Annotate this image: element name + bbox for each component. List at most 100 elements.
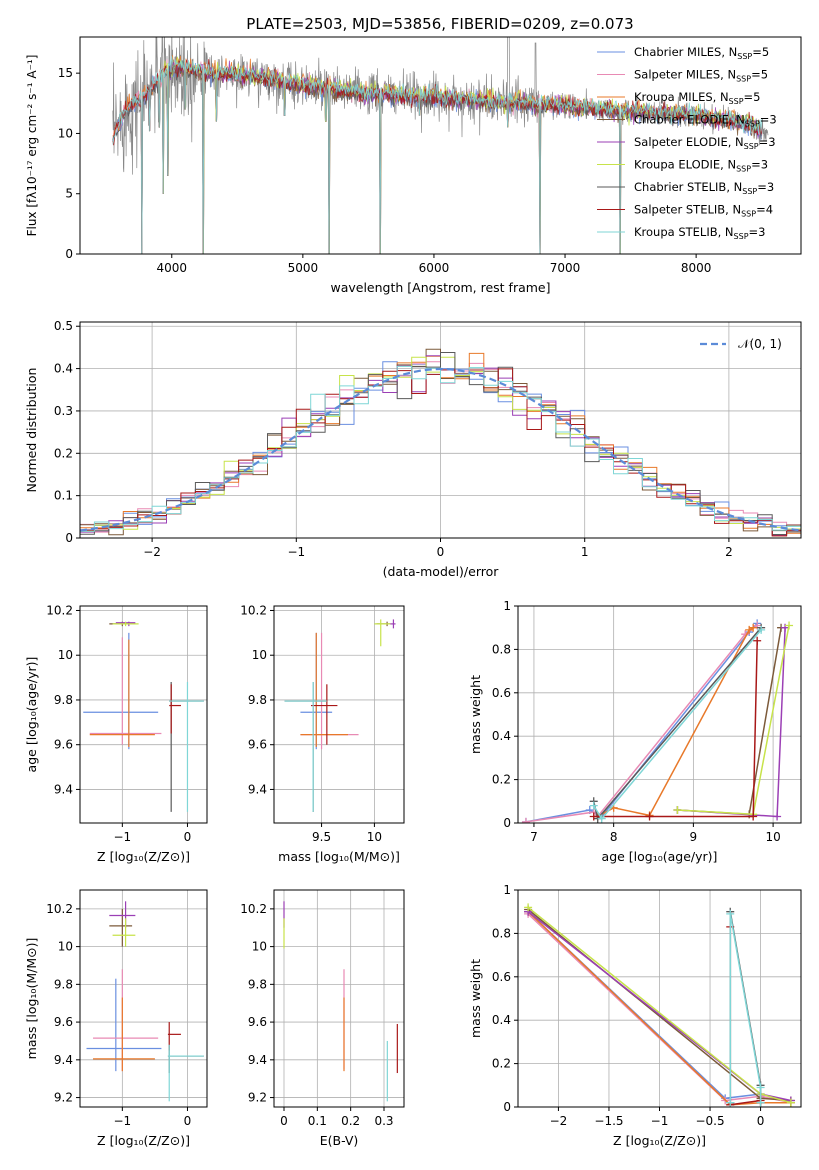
legend-label-tail: =3 bbox=[759, 135, 776, 149]
x-tick-label: −2 bbox=[550, 1114, 568, 1128]
legend-label-main: Kroupa MILES, N bbox=[634, 90, 729, 104]
y-tick-label: 9.4 bbox=[54, 1053, 73, 1067]
y-tick-label: 15 bbox=[58, 66, 73, 80]
y-tick-label: 0 bbox=[65, 247, 73, 261]
legend-label-tail: =5 bbox=[752, 45, 769, 59]
legend-label-tail: =3 bbox=[751, 158, 768, 172]
x-tick-label: 10 bbox=[765, 830, 780, 844]
x-tick-label: 1 bbox=[581, 545, 589, 559]
y-tick-label: 0.4 bbox=[492, 1013, 511, 1027]
x-tick-label: 7 bbox=[530, 830, 538, 844]
legend-label-main: Kroupa STELIB, N bbox=[634, 225, 734, 239]
legend-label-salpeter_stelib: Salpeter STELIB, NSSP=4 bbox=[634, 203, 773, 219]
panel-mass_vs_ebv: 0 0.1 0.2 0.3 9.2 9.4 9.6 9.8 10 10.2 E(B-V) bbox=[240, 889, 405, 1148]
x-tick-label: 0.1 bbox=[308, 1114, 327, 1128]
y-tick-label: 10 bbox=[58, 126, 73, 140]
normal-curve bbox=[80, 367, 801, 532]
y-tick-label: 0 bbox=[503, 1100, 511, 1114]
x-tick-label: 0 bbox=[184, 1114, 192, 1128]
y-tick-label: 9.2 bbox=[54, 1091, 73, 1105]
x-axis-label: wavelength [Angstrom, rest frame] bbox=[330, 280, 550, 295]
axes-frame bbox=[79, 889, 208, 1108]
weight-marker-kroupa_miles bbox=[749, 623, 758, 632]
plot-area-residuals bbox=[80, 348, 801, 537]
legend-label-chabrier_elodie: Chabrier ELODIE, NSSP=3 bbox=[634, 113, 777, 129]
x-tick-label: 0 bbox=[437, 545, 445, 559]
y-axis-label: Normed distribution bbox=[24, 368, 39, 493]
x-tick-label: 9.5 bbox=[312, 830, 331, 844]
weight-marker-kroupa_stelib bbox=[756, 1083, 765, 1092]
legend-label-main: Salpeter MILES, N bbox=[634, 68, 736, 82]
panel-mass_vs_z: −1 0 9.2 9.4 9.6 9.8 10 10.2 Z [log₁₀(Z/Z⊙)] mass… bbox=[24, 889, 208, 1148]
plot-area-mass_vs_z bbox=[86, 901, 204, 1102]
x-tick-label: 0 bbox=[757, 1114, 765, 1128]
x-tick-label: 9 bbox=[690, 830, 698, 844]
legend-label-kroupa_elodie: Kroupa ELODIE, NSSP=3 bbox=[634, 158, 768, 174]
weight-marker-kroupa_elodie bbox=[785, 621, 794, 630]
y-tick-label: 9.6 bbox=[248, 738, 267, 752]
weight-marker-kroupa_stelib bbox=[756, 1098, 765, 1107]
legend-label-sub: SSP bbox=[745, 120, 760, 129]
x-tick-label: 8000 bbox=[681, 261, 712, 275]
panel-age_vs_z: −1 0 9.4 9.6 9.8 10 10.2 Z [log₁₀(Z/Z⊙)] age [lo… bbox=[24, 603, 208, 864]
y-tick-label: 0 bbox=[65, 531, 73, 545]
y-tick-label: 9.6 bbox=[54, 738, 73, 752]
legend-label-main: Salpeter STELIB, N bbox=[634, 203, 741, 217]
weight-marker-salpeter_stelib bbox=[749, 812, 758, 821]
legend-label-main: Salpeter ELODIE, N bbox=[634, 135, 744, 149]
weight-line-salpeter_stelib bbox=[593, 640, 758, 818]
x-tick-label: −2 bbox=[143, 545, 161, 559]
legend-label-tail: =5 bbox=[744, 90, 761, 104]
y-tick-label: 5 bbox=[65, 187, 73, 201]
histogram-chabrier_stelib bbox=[80, 352, 801, 535]
weight-marker-kroupa_stelib bbox=[597, 814, 606, 823]
y-tick-label: 10 bbox=[58, 940, 73, 954]
y-axis-label: mass [log₁₀(M/M⊙)] bbox=[24, 938, 39, 1060]
legend: 𝒩(0, 1) bbox=[700, 337, 782, 351]
y-tick-label: 9.4 bbox=[248, 782, 267, 796]
plot-area-age_vs_mass bbox=[284, 619, 396, 812]
y-tick-label: 10.2 bbox=[240, 902, 267, 916]
x-tick-label: 6000 bbox=[419, 261, 450, 275]
legend-label-main: Chabrier ELODIE, N bbox=[634, 113, 745, 127]
y-tick-label: 10.2 bbox=[46, 902, 73, 916]
x-tick-label: −1 bbox=[113, 1114, 131, 1128]
x-tick-label: 0 bbox=[184, 830, 192, 844]
histogram-kroupa_stelib bbox=[80, 365, 801, 532]
y-tick-label: 0.8 bbox=[492, 642, 511, 656]
legend-label-kroupa_miles: Kroupa MILES, NSSP=5 bbox=[634, 90, 760, 106]
y-tick-label: 10 bbox=[252, 648, 267, 662]
y-tick-label: 9.4 bbox=[54, 782, 73, 796]
y-tick-label: 1 bbox=[503, 599, 511, 613]
legend-label-main: Kroupa ELODIE, N bbox=[634, 158, 736, 172]
axes-frame bbox=[79, 36, 802, 255]
legend-label-sub: SSP bbox=[744, 142, 759, 151]
panel-residuals: −2 −1 0 1 2 0 0.1 0.2 0.3 0.4 0.5 (data-model)/erro… bbox=[24, 319, 802, 579]
weight-marker-salpeter_miles bbox=[521, 817, 530, 823]
legend-label-main: Chabrier STELIB, N bbox=[634, 180, 742, 194]
model-spectrum-kroupa_stelib bbox=[112, 56, 763, 254]
plot-area-weight_vs_z bbox=[524, 903, 795, 1107]
weight-marker-kroupa_stelib bbox=[726, 909, 735, 918]
x-axis-label: (data-model)/error bbox=[383, 564, 500, 579]
x-tick-label: 0.3 bbox=[374, 1114, 393, 1128]
weight-marker-kroupa_stelib bbox=[589, 801, 598, 810]
y-tick-label: 0.5 bbox=[54, 319, 73, 333]
y-tick-label: 0.6 bbox=[492, 970, 511, 984]
legend-label-sub: SSP bbox=[734, 232, 749, 241]
legend-label-salpeter_miles: Salpeter MILES, NSSP=5 bbox=[634, 68, 768, 84]
panel-age_vs_mass: 9.5 10 9.4 9.6 9.8 10 10.2 mass [log₁₀(M/M⊙)] bbox=[240, 603, 405, 864]
plot-area-mass_vs_ebv bbox=[283, 901, 398, 1102]
legend-label-tail: =3 bbox=[749, 225, 766, 239]
x-axis-label: Z [log₁₀(Z/Z⊙)] bbox=[613, 1133, 706, 1148]
axes-frame bbox=[273, 889, 405, 1108]
legend-label-sub: SSP bbox=[741, 210, 756, 219]
y-axis-label: Flux [fλ10⁻¹⁷ erg cm⁻² s⁻¹ A⁻¹] bbox=[25, 55, 39, 237]
panel-weight_vs_z: −2 −1.5 −1 −0.5 0 0 0.2 0.4 0.6 0.8 1 Z [log₁₀(Z/Z⊙… bbox=[468, 883, 802, 1148]
model-spectrum-salpeter_stelib bbox=[112, 59, 763, 254]
y-tick-label: 0.6 bbox=[492, 686, 511, 700]
